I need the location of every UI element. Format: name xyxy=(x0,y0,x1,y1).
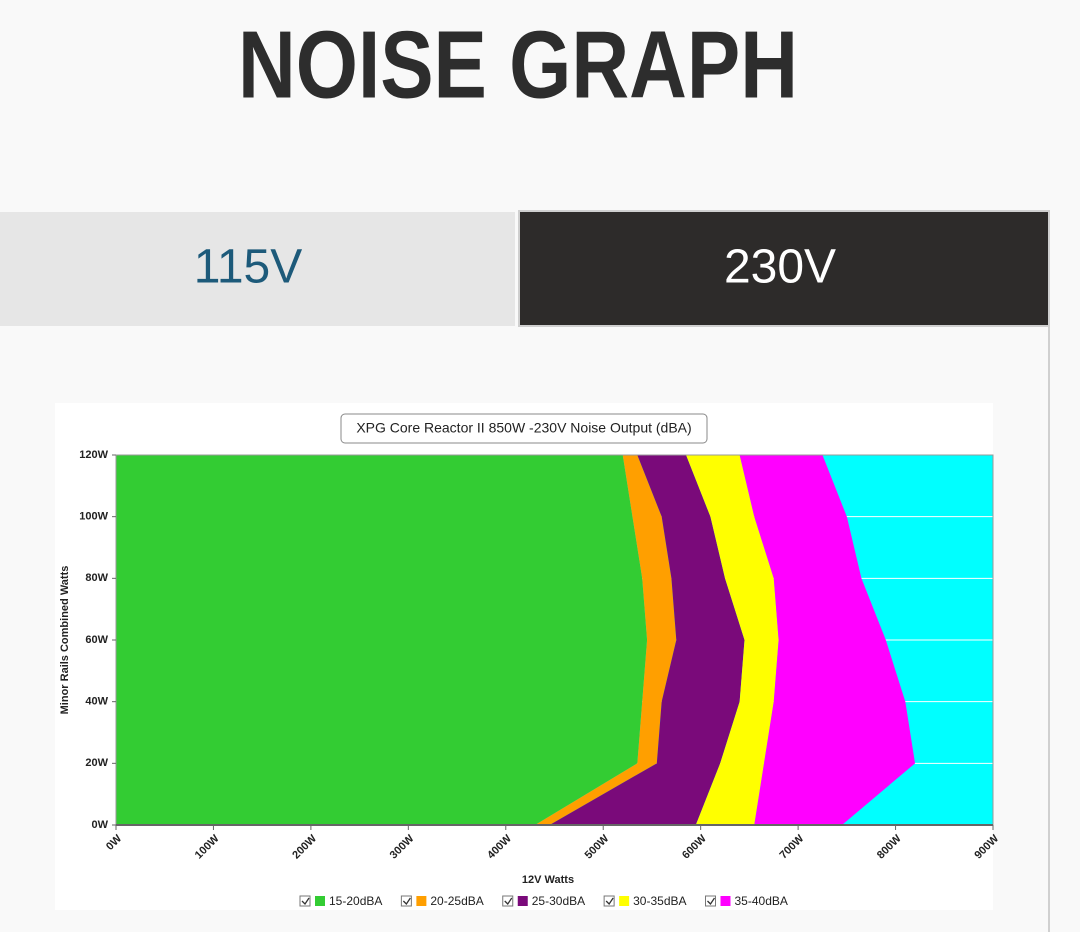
chart-title: XPG Core Reactor II 850W -230V Noise Out… xyxy=(356,420,691,436)
noise-zone xyxy=(739,455,916,825)
noise-zone xyxy=(549,455,745,825)
tab-115v[interactable] xyxy=(0,212,515,326)
y-axis-label: Minor Rails Combined Watts xyxy=(59,566,71,715)
legend-check xyxy=(301,897,310,906)
legend-label: 30-35dBA xyxy=(633,894,686,908)
legend-checkbox[interactable] xyxy=(502,895,514,907)
legend-check xyxy=(504,897,513,906)
chart-title-box xyxy=(340,413,708,444)
y-tick-label: 60W xyxy=(85,634,108,646)
noise-zone xyxy=(535,455,677,825)
noise-zone xyxy=(686,455,779,825)
legend-check xyxy=(605,897,614,906)
y-tick-label: 80W xyxy=(85,572,108,584)
legend-check xyxy=(402,897,411,906)
legend-checkbox[interactable] xyxy=(603,895,615,907)
tab-label[interactable]: 230V xyxy=(724,241,836,294)
legend-label: 15-20dBA xyxy=(329,894,382,908)
y-tick-label: 120W xyxy=(79,449,108,461)
legend-check xyxy=(707,897,716,906)
legend-swatch xyxy=(315,896,325,906)
legend-checkbox[interactable] xyxy=(705,895,716,907)
tab-label[interactable]: 115V xyxy=(194,241,303,294)
x-axis-label: 12V Watts xyxy=(522,874,574,886)
tab-230v[interactable] xyxy=(518,210,1050,327)
legend-swatch xyxy=(416,896,427,906)
y-tick-label: 40W xyxy=(85,696,108,708)
y-tick-label: 0W xyxy=(92,819,109,831)
legend-label: 35-40dBA xyxy=(735,894,788,908)
legend-checkbox[interactable] xyxy=(400,895,412,907)
legend-swatch xyxy=(619,896,630,906)
y-tick-label: 20W xyxy=(85,757,108,769)
legend-label: 25-30dBA xyxy=(532,894,585,908)
legend-label: 20-25dBA xyxy=(430,894,483,908)
legend-swatch xyxy=(517,896,528,906)
legend-checkbox[interactable] xyxy=(299,895,311,907)
legend-swatch xyxy=(720,896,731,906)
noise-zone xyxy=(116,455,648,825)
page-title: NOISE GRAPH xyxy=(238,11,798,118)
y-tick-label: 100W xyxy=(79,511,108,523)
